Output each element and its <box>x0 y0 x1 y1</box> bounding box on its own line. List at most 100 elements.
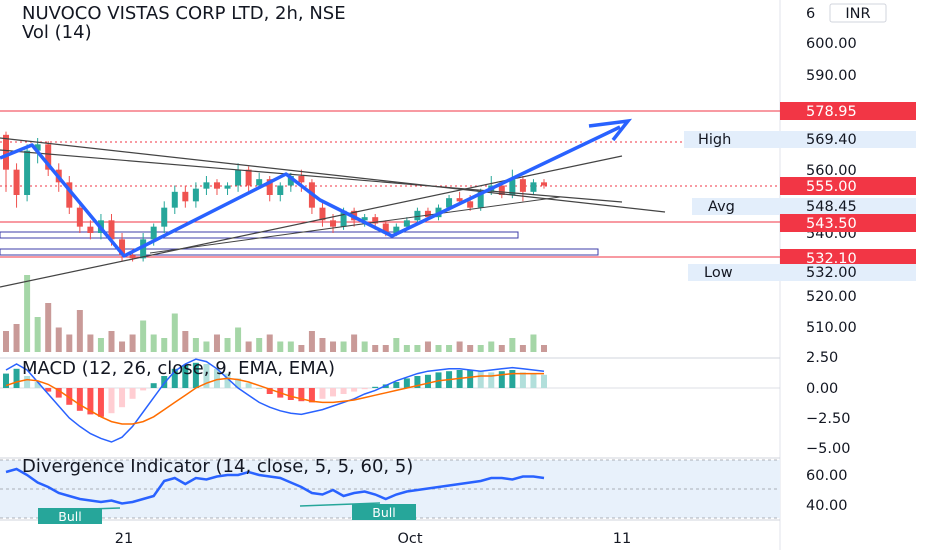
candle <box>224 182 231 195</box>
candle <box>298 169 305 192</box>
macd-bar <box>3 373 9 388</box>
macd-bar <box>66 388 73 405</box>
volume-bar <box>509 338 516 352</box>
volume-bar <box>530 334 537 352</box>
signal-line <box>5 372 544 425</box>
candle <box>66 176 73 214</box>
svg-text:543.50: 543.50 <box>806 216 857 232</box>
macd-bar <box>424 374 431 388</box>
svg-text:Bull: Bull <box>372 505 395 520</box>
volume-bar <box>498 345 505 352</box>
volume-bar <box>424 341 431 352</box>
volume-bar <box>287 341 294 352</box>
svg-text:Low: Low <box>704 265 733 281</box>
divergence-scale[interactable]: 60.00 40.00 <box>806 468 848 514</box>
volume-bar <box>319 338 326 352</box>
macd-bar <box>171 368 178 388</box>
svg-text:569.40: 569.40 <box>806 132 857 148</box>
macd-bar <box>224 373 231 388</box>
currency-button[interactable] <box>829 3 887 23</box>
candle <box>235 163 242 192</box>
macd-bar <box>97 388 104 417</box>
macd-bar <box>467 370 474 388</box>
volume-bar <box>76 310 83 352</box>
volume-bar <box>97 338 104 352</box>
macd-bar <box>361 388 368 390</box>
volume-bar <box>372 345 379 352</box>
candle <box>213 179 220 195</box>
volume-bar <box>203 341 210 352</box>
candle <box>24 144 31 202</box>
price-tag-mid: 543.50 <box>780 214 916 232</box>
svg-text:0.00: 0.00 <box>806 381 838 397</box>
volume-bar <box>477 345 484 352</box>
macd-bar <box>330 388 337 397</box>
candle <box>277 182 284 202</box>
volume-bar <box>87 334 94 352</box>
price-scale[interactable]: 6 INR 600.00 590.00 560.00 540.00 520.00… <box>806 3 887 336</box>
stat-box-avg: Avg 548.45 <box>692 198 916 215</box>
zone-rectangles[interactable] <box>0 231 599 256</box>
macd-bar <box>509 370 516 388</box>
macd-bar <box>530 373 537 388</box>
volume-bar <box>213 334 220 352</box>
volume-bar <box>140 320 147 352</box>
volume-bar <box>256 338 263 352</box>
macd-bar <box>541 374 547 388</box>
volume-bar <box>161 338 168 352</box>
macd-bar <box>477 371 484 388</box>
macd-legend: MACD (12, 26, close, 9, EMA, EMA) <box>22 358 335 379</box>
volume-bar <box>488 341 495 352</box>
macd-bar <box>287 388 294 400</box>
candle <box>182 185 189 208</box>
candle <box>541 179 547 189</box>
candle <box>509 169 516 199</box>
svg-text:Avg: Avg <box>708 199 735 215</box>
price-tag-last: 555.00 <box>780 177 916 195</box>
pattern-drawing[interactable] <box>0 118 633 258</box>
macd-bar <box>266 388 273 394</box>
volume-bar <box>361 341 368 352</box>
macd-bar <box>76 388 83 411</box>
svg-text:578.95: 578.95 <box>806 104 857 120</box>
trendlines[interactable] <box>0 137 666 288</box>
candle <box>319 201 326 227</box>
macd-bar <box>203 364 210 388</box>
volume-bar <box>266 334 273 352</box>
candle <box>3 131 9 192</box>
time-axis[interactable]: 21 Oct 11 <box>115 531 631 547</box>
macd-bar <box>372 386 379 388</box>
svg-text:600.00: 600.00 <box>806 36 857 52</box>
candle <box>361 214 368 227</box>
svg-text:590.00: 590.00 <box>806 68 857 84</box>
volume-bar <box>435 345 442 352</box>
candle <box>119 233 126 262</box>
macd-bar <box>235 378 242 388</box>
macd-scale[interactable]: 2.50 0.00 −2.50 −5.00 <box>806 350 850 457</box>
macd-bar <box>488 372 495 388</box>
volume-bar <box>129 334 136 352</box>
macd-bar <box>24 376 31 388</box>
svg-text:532.10: 532.10 <box>806 251 857 267</box>
candle <box>530 179 537 195</box>
volume-bar <box>467 345 474 352</box>
volume-bar <box>541 345 547 352</box>
macd-bar <box>45 388 52 392</box>
volume-bar <box>45 303 52 352</box>
candle <box>203 176 210 195</box>
macd-bar <box>340 388 347 394</box>
candle <box>87 220 94 240</box>
svg-text:−5.00: −5.00 <box>806 441 850 457</box>
svg-text:−2.50: −2.50 <box>806 411 850 427</box>
macd-bar <box>13 368 20 388</box>
macd-bar <box>308 388 315 403</box>
horizontal-levels <box>0 110 780 258</box>
macd-bar <box>245 383 252 388</box>
macd-bar <box>351 388 358 392</box>
volume-bar <box>330 341 337 352</box>
svg-text:Oct: Oct <box>397 531 422 547</box>
macd-bar <box>55 388 62 398</box>
volume-bar <box>13 324 20 352</box>
volume-bar <box>351 334 358 352</box>
